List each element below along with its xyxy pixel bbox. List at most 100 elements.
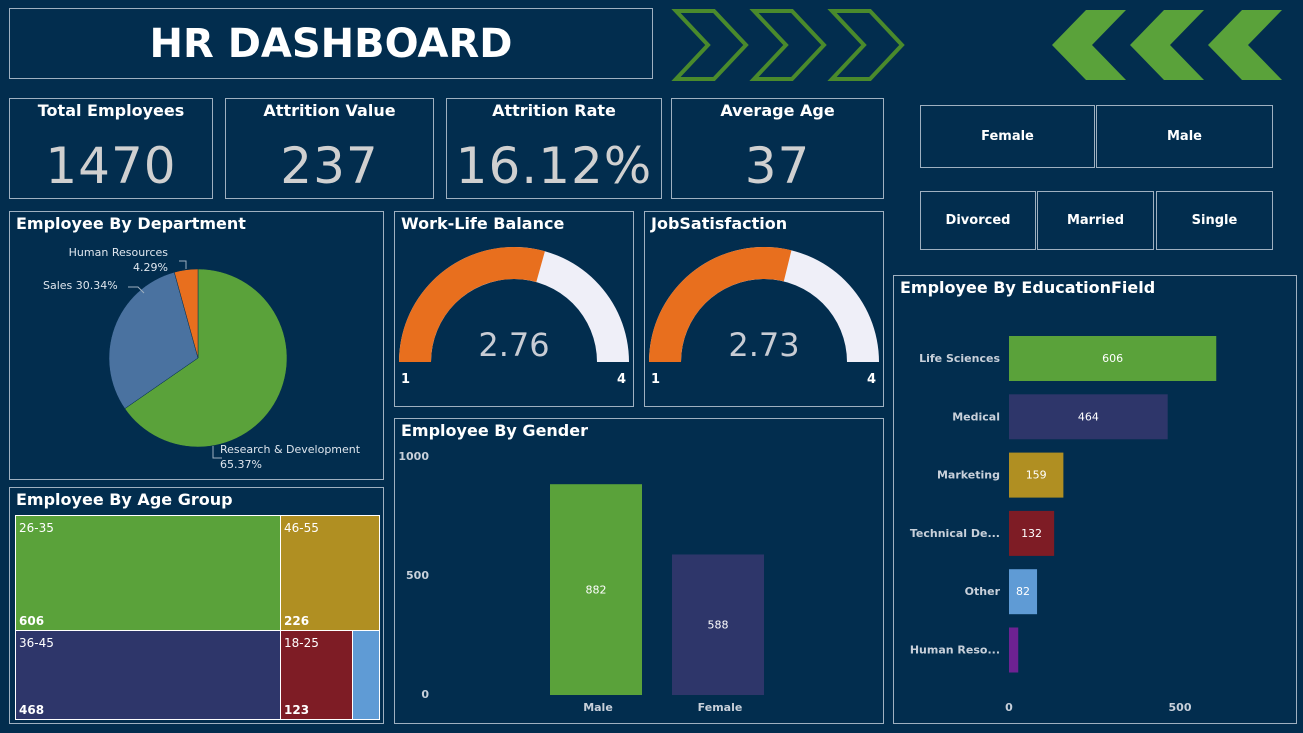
age-group-panel: Employee By Age Group 26-35 606 46-55 226 … [9, 487, 384, 724]
tile-value: 123 [284, 703, 310, 717]
chevron-right-icon [827, 9, 905, 81]
chevron-left-icon [1052, 10, 1126, 80]
gender-bar-chart: 1000 500 0 882 588 Male Female [398, 450, 764, 714]
bar[interactable] [1009, 452, 1064, 498]
slicer-gender-female[interactable]: Female [920, 105, 1095, 168]
treemap-tile-26-35[interactable]: 26-35 606 [15, 515, 281, 631]
kpi-value: 237 [280, 137, 379, 195]
gauge-max: 4 [867, 372, 876, 387]
bar-value: 132 [1021, 527, 1042, 540]
y-tick: 0 [421, 688, 429, 701]
pie-slice[interactable] [124, 268, 288, 448]
bar-value: 82 [1016, 585, 1030, 598]
tile-value: 468 [19, 703, 45, 717]
kpi-label: Total Employees [37, 101, 185, 120]
tile-value: 226 [284, 614, 310, 628]
title-banner: HR DASHBOARD [9, 8, 653, 79]
kpi-label: Average Age [720, 101, 835, 120]
slicer-marital-divorced[interactable]: Divorced [920, 191, 1036, 250]
page-title: HR DASHBOARD [149, 20, 513, 67]
kpi-total-employees: Total Employees 1470 [9, 98, 213, 199]
gauge-value: 2.76 [478, 326, 549, 364]
tile-label: 46-55 [284, 521, 319, 535]
category-label: Human Reso... [910, 644, 1000, 657]
pie-label-hr: Human Resources [69, 246, 169, 259]
x-tick: 0 [1005, 701, 1013, 714]
outlined-chevron-right-icons [671, 9, 905, 81]
bar-value: 159 [1026, 469, 1047, 482]
bar-value: 464 [1078, 410, 1099, 423]
bar-female [672, 554, 764, 695]
slicer-marital-married[interactable]: Married [1037, 191, 1154, 250]
panel-title: Employee By Gender [401, 421, 588, 440]
tile-value: 606 [19, 614, 45, 628]
gender-panel: Employee By Gender 1000 500 0 882 588 Ma… [394, 418, 884, 724]
x-tick: 500 [1169, 701, 1192, 714]
category-label: Marketing [937, 469, 1000, 482]
department-pie-chart: Human Resources 4.29% Sales 30.34% Resea… [43, 246, 361, 471]
chevron-left-icon [1208, 10, 1282, 80]
education-panel: Employee By EducationField Life Sciences… [893, 275, 1297, 724]
bar[interactable] [1009, 510, 1055, 556]
panel-title: Employee By Age Group [16, 490, 233, 509]
kpi-label: Attrition Rate [492, 101, 616, 120]
treemap-tile-18-25[interactable]: 18-25 123 [280, 630, 353, 720]
y-tick: 1000 [398, 450, 429, 463]
treemap-tile-36-45[interactable]: 36-45 468 [15, 630, 281, 720]
panel-title: Work-Life Balance [401, 214, 565, 233]
x-tick-female: Female [698, 701, 743, 714]
pie-label-rd: Research & Development [220, 443, 361, 456]
kpi-attrition-value: Attrition Value 237 [225, 98, 434, 199]
pie-label-sales: Sales 30.34% [43, 279, 118, 292]
filled-chevron-left-icons [1052, 10, 1282, 80]
work-life-gauge: 2.76 1 4 [399, 247, 629, 387]
panel-title: JobSatisfaction [651, 214, 788, 233]
gauge-value: 2.73 [728, 326, 799, 364]
panel-title: Employee By Department [16, 214, 246, 233]
tile-label: 18-25 [284, 636, 319, 650]
bar-value-female: 588 [708, 619, 729, 632]
bar-value: 606 [1102, 352, 1123, 365]
chevron-right-icon [749, 9, 827, 81]
gauge-fill [399, 247, 545, 362]
job-satisfaction-panel: JobSatisfaction 2.73 1 4 [644, 211, 884, 407]
work-life-balance-panel: Work-Life Balance 2.76 1 4 [394, 211, 634, 407]
tile-label: 26-35 [19, 521, 54, 535]
treemap-tile-other[interactable] [352, 630, 380, 720]
bar[interactable] [1009, 569, 1038, 615]
category-label: Other [965, 585, 1001, 598]
kpi-value: 37 [744, 137, 811, 195]
kpi-value: 16.12% [455, 137, 653, 195]
x-tick-male: Male [583, 701, 613, 714]
chevron-right-icon [671, 9, 749, 81]
category-label: Medical [952, 410, 1000, 423]
education-bar-chart: Life Sciences 606 Medical 464 Marketing 159 Te… [910, 336, 1217, 714]
kpi-label: Attrition Value [263, 101, 396, 120]
kpi-attrition-rate: Attrition Rate 16.12% [446, 98, 662, 199]
job-satisfaction-gauge: 2.73 1 4 [649, 247, 879, 387]
tile-label: 36-45 [19, 636, 54, 650]
slicer-marital-single[interactable]: Single [1156, 191, 1273, 250]
gauge-fill [649, 247, 792, 362]
gauge-min: 1 [401, 372, 410, 387]
pie-pct-rd: 65.37% [220, 458, 262, 471]
bar-value-male: 882 [586, 584, 607, 597]
slicer-gender-male[interactable]: Male [1096, 105, 1273, 168]
department-panel: Employee By Department Human Resources 4… [9, 211, 384, 480]
kpi-average-age: Average Age 37 [671, 98, 884, 199]
gauge-max: 4 [617, 372, 626, 387]
pie-slice[interactable] [173, 268, 199, 359]
pie-pct-hr: 4.29% [133, 261, 168, 274]
bar[interactable] [1009, 336, 1217, 381]
pie-slice[interactable] [108, 271, 199, 409]
category-label: Technical De... [910, 527, 1000, 540]
y-tick: 500 [406, 569, 429, 582]
bar[interactable] [1009, 627, 1019, 673]
panel-title: Employee By EducationField [900, 278, 1156, 297]
treemap-tile-46-55[interactable]: 46-55 226 [280, 515, 380, 631]
gauge-min: 1 [651, 372, 660, 387]
category-label: Life Sciences [919, 352, 1000, 365]
chevron-left-icon [1130, 10, 1204, 80]
bar[interactable] [1009, 394, 1168, 440]
bar-male [550, 484, 642, 695]
